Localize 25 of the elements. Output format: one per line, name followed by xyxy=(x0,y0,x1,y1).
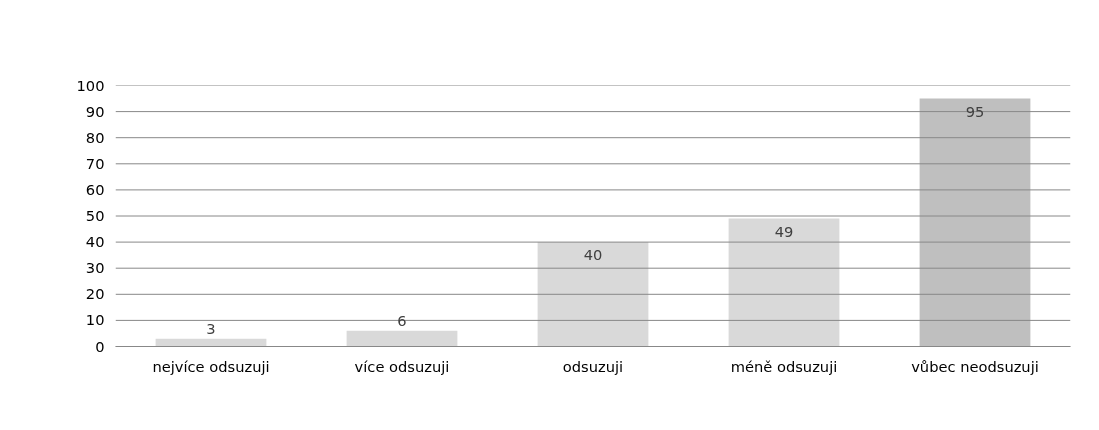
y-tick-label: 60 xyxy=(85,180,105,198)
data-label: 6 xyxy=(397,311,407,329)
bar xyxy=(346,330,458,347)
x-tick-label: více odsuzuji xyxy=(354,357,450,375)
bar xyxy=(919,98,1031,347)
y-tick-label: 0 xyxy=(95,337,105,355)
data-label: 49 xyxy=(774,222,794,240)
x-tick-label: méně odsuzuji xyxy=(730,357,838,375)
bar xyxy=(537,242,649,347)
data-label: 40 xyxy=(583,246,603,264)
y-tick-label: 50 xyxy=(85,207,105,224)
y-tick-label: 40 xyxy=(85,233,105,251)
y-tick-label: 100 xyxy=(76,76,105,94)
y-tick-label: 20 xyxy=(85,285,105,303)
y-tick-label: 70 xyxy=(85,154,105,172)
data-label: 95 xyxy=(965,102,985,120)
bar xyxy=(728,218,840,347)
y-tick-label: 10 xyxy=(85,311,105,329)
x-tick-label: nejvíce odsuzuji xyxy=(152,357,270,375)
y-tick-label: 90 xyxy=(85,102,105,120)
y-tick-label: 80 xyxy=(85,128,105,146)
data-label: 3 xyxy=(206,319,216,337)
x-tick-label: odsuzuji xyxy=(562,357,624,375)
x-tick-label: vůbec neodsuzuji xyxy=(911,357,1039,375)
y-tick-label: 30 xyxy=(85,259,105,277)
